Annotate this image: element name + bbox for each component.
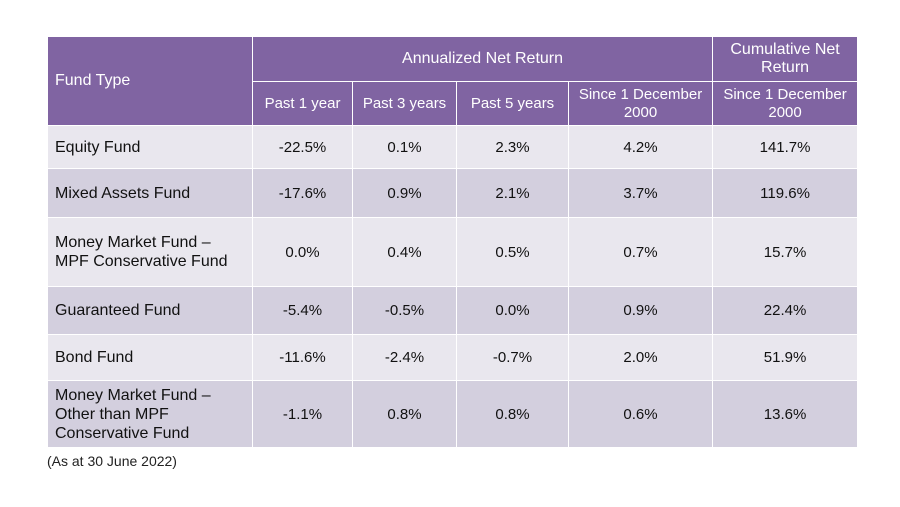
fund-name-line: Equity Fund [55,138,141,156]
table-row: Mixed Assets Fund -17.6% 0.9% 2.1% 3.7% 119.6… [47,168,859,218]
return-value-cell: -0.7% [456,334,569,381]
fund-returns-table: Fund Type Annualized Net Return Cumulati… [47,36,859,448]
return-value-cell: 0.7% [567,217,714,287]
fund-name-line: Guaranteed Fund [55,302,181,319]
table-row: Bond Fund -11.6% -2.4% -0.7% 2.0% 51.9% [47,334,859,381]
fund-name-line: MPF Conservative Fund [55,253,228,270]
annualized-net-return-header: Annualized Net Return [251,36,714,82]
return-value-cell: 2.3% [456,125,569,169]
return-value-cell: 15.7% [712,217,859,287]
fund-name-cell: Guaranteed Fund [47,286,253,335]
return-value-cell: 141.7% [712,125,859,169]
return-value-cell: -22.5% [252,125,353,169]
fund-name-line: Bond Fund [55,349,134,366]
return-value-cell: 51.9% [712,334,859,381]
return-value-cell: 13.6% [712,380,859,448]
return-value-cell: 0.4% [352,217,457,287]
period-header-3y: Past 3 years [352,81,457,126]
return-value-cell: 0.1% [352,125,457,169]
fund-type-header: Fund Type [47,36,253,126]
return-value-cell: 4.2% [567,125,714,169]
fund-name-cell: Mixed Assets Fund [47,168,253,218]
cumulative-period-header: Since 1 December 2000 [712,81,859,126]
return-value-cell: 0.6% [567,380,714,448]
table-row: Money Market Fund – MPF Conservative Fund… [47,217,859,287]
return-value-cell: -5.4% [252,286,353,335]
return-value-cell: 0.0% [456,286,569,335]
fund-name-line: Money Market Fund – [55,386,211,404]
fund-name-line: Mixed Assets Fund [55,184,191,202]
returns-table-container: Fund Type Annualized Net Return Cumulati… [47,36,859,448]
fund-name-line: Conservative Fund [55,424,190,442]
fund-name-line: Money Market Fund – [55,234,211,251]
return-value-cell: -11.6% [252,334,353,381]
cumulative-net-return-header: Cumulative Net Return [712,36,859,82]
fund-name-line: Other than MPF [55,405,169,423]
table-row: Money Market Fund – Other than MPF Conserv… [47,380,859,448]
return-value-cell: 119.6% [712,168,859,218]
return-value-cell: 0.9% [352,168,457,218]
period-header-since-inception: Since 1 December 2000 [567,81,714,126]
return-value-cell: -2.4% [352,334,457,381]
table-row: Equity Fund -22.5% 0.1% 2.3% 4.2% 141.7% [47,125,859,169]
return-value-cell: 22.4% [712,286,859,335]
table-body: Equity Fund -22.5% 0.1% 2.3% 4.2% 141.7% Mixed… [47,125,859,448]
return-value-cell: 0.5% [456,217,569,287]
table-row: Guaranteed Fund -5.4% -0.5% 0.0% 0.9% 22.4% [47,286,859,335]
return-value-cell: 2.1% [456,168,569,218]
return-value-cell: 0.9% [567,286,714,335]
return-value-cell: 0.0% [252,217,353,287]
fund-name-cell: Equity Fund [47,125,253,169]
as-at-date-note: (As at 30 June 2022) [47,453,177,469]
fund-name-cell: Money Market Fund – Other than MPF Conserv… [47,380,253,448]
return-value-cell: 2.0% [567,334,714,381]
fund-name-cell: Money Market Fund – MPF Conservative Fund [47,217,253,287]
period-header-5y: Past 5 years [456,81,569,126]
return-value-cell: 0.8% [456,380,569,448]
return-value-cell: 3.7% [567,168,714,218]
period-header-1y: Past 1 year [252,81,353,126]
fund-name-cell: Bond Fund [47,334,253,381]
return-value-cell: 0.8% [352,380,457,448]
return-value-cell: -0.5% [352,286,457,335]
return-value-cell: -17.6% [252,168,353,218]
return-value-cell: -1.1% [252,380,353,448]
